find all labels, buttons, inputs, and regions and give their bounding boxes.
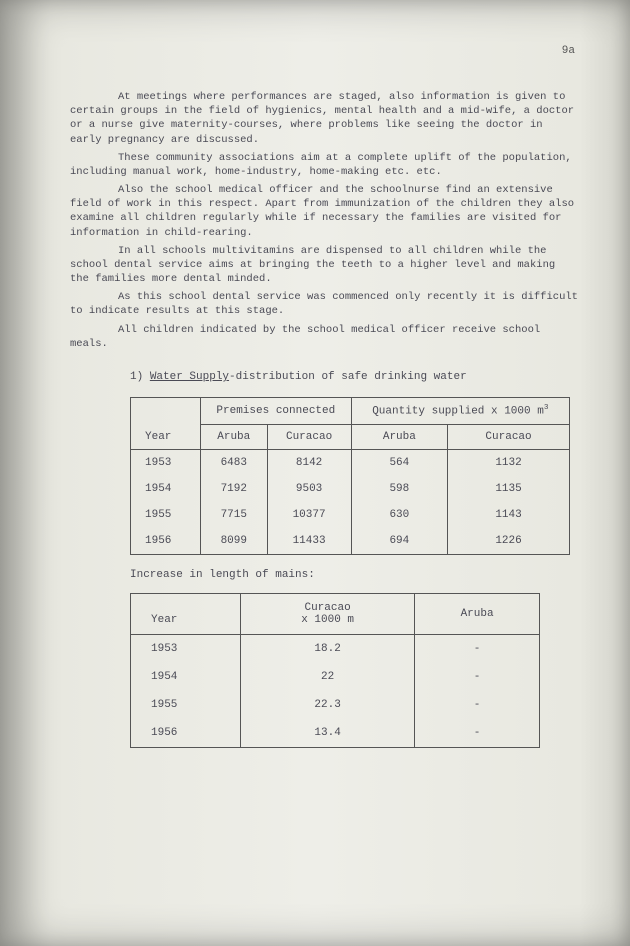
section-suffix: -distribution of safe drinking water — [229, 371, 467, 383]
cell-value: - — [415, 719, 540, 748]
col-header-premises: Premises connected — [201, 397, 352, 424]
cell-year: 1953 — [131, 449, 201, 476]
paragraph-text: Also the school medical officer and the … — [70, 184, 574, 239]
cell-value: 18.2 — [241, 634, 415, 663]
cell-year: 1956 — [131, 528, 201, 555]
content-area: At meetings where performances are stage… — [70, 90, 580, 748]
cell-year: 1955 — [131, 502, 201, 528]
cell-value: 1135 — [448, 476, 570, 502]
table-row: 1955 7715 10377 630 1143 — [131, 502, 570, 528]
document-page: 9a At meetings where performances are st… — [0, 0, 630, 946]
col-header-curacao-line1: Curacao — [304, 602, 350, 614]
section-underlined: Water Supply — [150, 371, 229, 383]
table-row: 1956 8099 11433 694 1226 — [131, 528, 570, 555]
paragraph-text: All children indicated by the school med… — [70, 324, 540, 350]
col-header-quantity: Quantity supplied x 1000 m3 — [351, 397, 569, 424]
col-subheader-curacao: Curacao — [448, 424, 570, 449]
paragraph-text: In all schools multivitamins are dispens… — [70, 245, 555, 285]
table-row: 1956 13.4 - — [131, 719, 540, 748]
cell-value: 22 — [241, 663, 415, 691]
col-header-curacao: Curacaox 1000 m — [241, 593, 415, 634]
col-subheader-curacao: Curacao — [267, 424, 351, 449]
col-header-year: Year — [131, 593, 241, 634]
cell-value: 22.3 — [241, 691, 415, 719]
col-header-aruba: Aruba — [415, 593, 540, 634]
col-subheader-aruba: Aruba — [201, 424, 268, 449]
paragraph-text: As this school dental service was commen… — [70, 291, 578, 317]
cell-value: - — [415, 691, 540, 719]
cell-value: 11433 — [267, 528, 351, 555]
cell-value: 1143 — [448, 502, 570, 528]
paragraph: Also the school medical officer and the … — [70, 183, 580, 240]
cell-value: 598 — [351, 476, 447, 502]
paragraph: These community associations aim at a co… — [70, 151, 580, 179]
cell-value: 13.4 — [241, 719, 415, 748]
table-caption: Increase in length of mains: — [130, 569, 580, 581]
col-header-quantity-text: Quantity supplied x 1000 m — [372, 406, 544, 418]
paragraph: In all schools multivitamins are dispens… — [70, 244, 580, 287]
cell-value: - — [415, 663, 540, 691]
cell-value: 9503 — [267, 476, 351, 502]
mains-length-table: Year Curacaox 1000 m Aruba 1953 18.2 - 1… — [130, 593, 540, 748]
cell-year: 1956 — [131, 719, 241, 748]
cell-year: 1955 — [131, 691, 241, 719]
paragraph: At meetings where performances are stage… — [70, 90, 580, 147]
cell-value: 1132 — [448, 449, 570, 476]
section-prefix: 1) — [130, 371, 150, 383]
paragraph-text: These community associations aim at a co… — [70, 152, 572, 178]
page-number: 9a — [562, 45, 575, 57]
table-row: 1955 22.3 - — [131, 691, 540, 719]
cell-value: 7715 — [201, 502, 268, 528]
cell-value: - — [415, 634, 540, 663]
cell-value: 564 — [351, 449, 447, 476]
cell-value: 8099 — [201, 528, 268, 555]
paragraph-text: At meetings where performances are stage… — [70, 91, 574, 146]
table-row: 1953 6483 8142 564 1132 — [131, 449, 570, 476]
cell-value: 6483 — [201, 449, 268, 476]
col-header-curacao-line2: x 1000 m — [301, 614, 354, 626]
cell-value: 630 — [351, 502, 447, 528]
col-subheader-aruba: Aruba — [351, 424, 447, 449]
cell-value: 8142 — [267, 449, 351, 476]
water-supply-table: Year Premises connected Quantity supplie… — [130, 397, 570, 555]
cell-year: 1954 — [131, 476, 201, 502]
cell-value: 694 — [351, 528, 447, 555]
cell-year: 1953 — [131, 634, 241, 663]
table-row: 1953 18.2 - — [131, 634, 540, 663]
section-heading: 1) Water Supply-distribution of safe dri… — [130, 371, 580, 383]
col-header-year: Year — [131, 397, 201, 449]
table-row: 1954 22 - — [131, 663, 540, 691]
cell-year: 1954 — [131, 663, 241, 691]
col-header-quantity-sup: 3 — [544, 404, 549, 412]
paragraph: As this school dental service was commen… — [70, 290, 580, 318]
cell-value: 10377 — [267, 502, 351, 528]
table-row: 1954 7192 9503 598 1135 — [131, 476, 570, 502]
cell-value: 1226 — [448, 528, 570, 555]
cell-value: 7192 — [201, 476, 268, 502]
paragraph: All children indicated by the school med… — [70, 323, 580, 351]
